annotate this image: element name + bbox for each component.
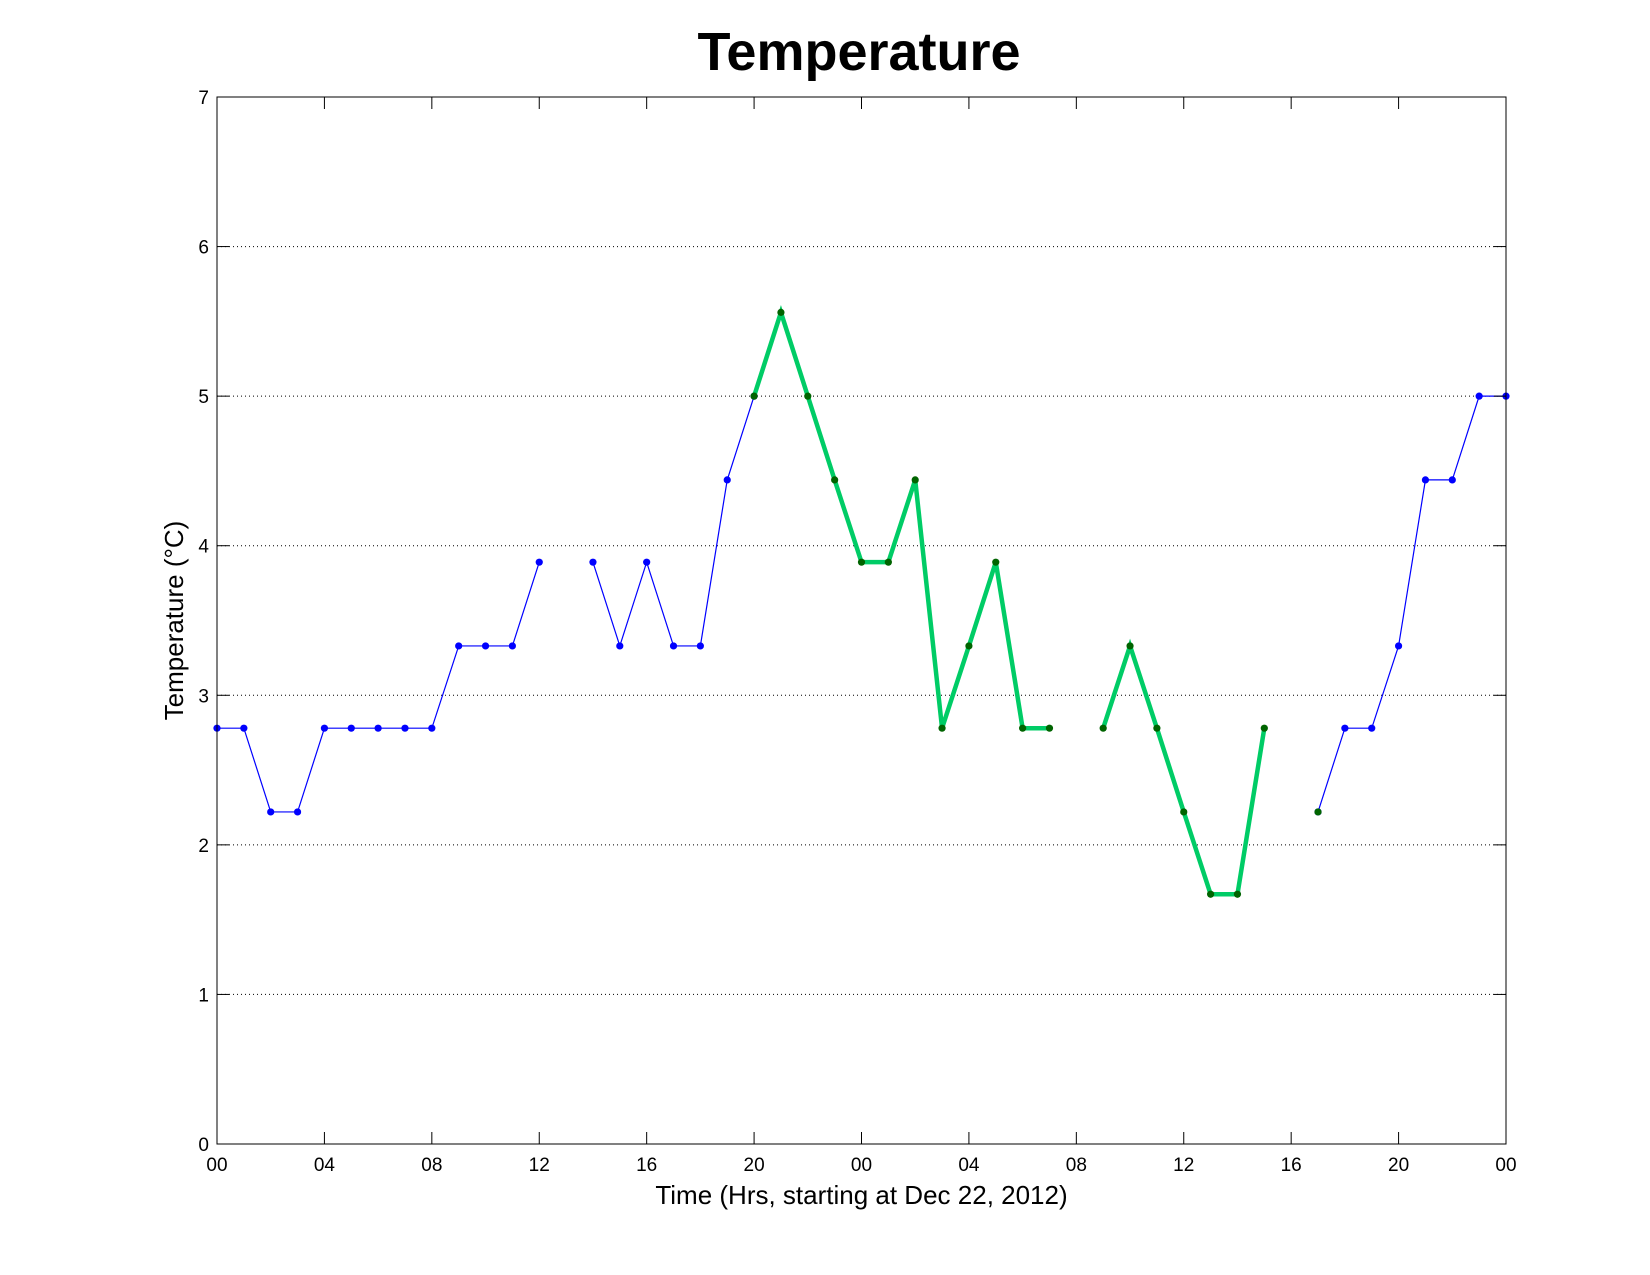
data-point (696, 642, 704, 650)
data-point (992, 558, 1000, 566)
x-tick-label: 16 (636, 1155, 657, 1176)
data-point (508, 642, 516, 650)
data-point (857, 558, 866, 566)
series-line (1101, 638, 1267, 897)
data-point (1099, 724, 1107, 732)
data-point (831, 476, 839, 484)
series-line (217, 561, 540, 813)
data-point (777, 308, 785, 316)
data-point (1207, 890, 1215, 898)
x-tick-label: 04 (958, 1155, 980, 1176)
x-tick-label: 00 (1495, 1155, 1516, 1176)
data-point (240, 724, 248, 732)
data-point (965, 642, 973, 650)
data-point (723, 476, 731, 484)
data-point (669, 642, 678, 650)
data-point (589, 558, 597, 566)
data-point (1341, 724, 1349, 732)
data-point (1126, 642, 1134, 650)
data-point (1448, 476, 1456, 484)
x-tick-label: 12 (1173, 1155, 1194, 1176)
data-point (1153, 724, 1161, 732)
series-layer (213, 305, 1510, 898)
chart-title: Temperature (697, 22, 1020, 82)
series-line (751, 305, 1050, 731)
x-tick-label: 00 (851, 1155, 872, 1176)
series-0 (213, 392, 1510, 816)
data-point (1368, 724, 1376, 732)
data-point (267, 808, 275, 816)
plot-frame (216, 96, 1507, 1145)
data-point (1421, 476, 1430, 484)
data-point (1045, 724, 1054, 732)
y-tick-label: 7 (198, 88, 209, 109)
y-tick-label: 5 (198, 387, 209, 408)
data-point (750, 392, 758, 400)
data-point (1233, 890, 1242, 898)
grid-lines (217, 246, 1506, 995)
series-1 (750, 305, 1322, 898)
data-point (374, 724, 382, 732)
data-point (1475, 392, 1483, 400)
y-tick-label: 0 (198, 1135, 209, 1156)
data-point (428, 724, 436, 732)
x-tick-label: 12 (529, 1155, 550, 1176)
data-point (884, 558, 892, 566)
data-point (481, 642, 490, 650)
y-tick-label: 1 (198, 985, 209, 1006)
x-tick-label: 20 (744, 1155, 765, 1176)
data-point (1314, 808, 1322, 816)
y-tick-label: 2 (198, 836, 209, 857)
y-tick-label: 6 (198, 238, 209, 259)
data-point (1260, 724, 1268, 732)
axis-ticks (216, 96, 1507, 1145)
data-point (401, 724, 409, 732)
y-tick-label: 3 (198, 686, 209, 707)
data-point (804, 392, 812, 400)
y-axis-label: Temperature (°C) (159, 521, 189, 721)
x-tick-label: 20 (1388, 1155, 1409, 1176)
data-point (1180, 808, 1188, 816)
y-tick-label: 4 (198, 537, 209, 558)
x-tick-label: 04 (314, 1155, 336, 1176)
x-tick-label: 08 (421, 1155, 442, 1176)
data-point (1019, 724, 1027, 732)
x-tick-label: 16 (1281, 1155, 1302, 1176)
data-point (616, 642, 624, 650)
data-point (1394, 642, 1403, 650)
data-point (320, 724, 329, 732)
data-point (535, 558, 543, 566)
series-line (592, 395, 755, 648)
series-line (1317, 395, 1506, 813)
data-point (643, 558, 651, 566)
data-point (455, 642, 463, 650)
data-point (911, 476, 919, 484)
data-point (347, 724, 355, 732)
data-point (293, 808, 302, 816)
x-tick-label: 08 (1066, 1155, 1087, 1176)
x-tick-label: 00 (206, 1155, 227, 1176)
x-axis-label: Time (Hrs, starting at Dec 22, 2012) (655, 1180, 1067, 1210)
data-point (938, 724, 946, 732)
